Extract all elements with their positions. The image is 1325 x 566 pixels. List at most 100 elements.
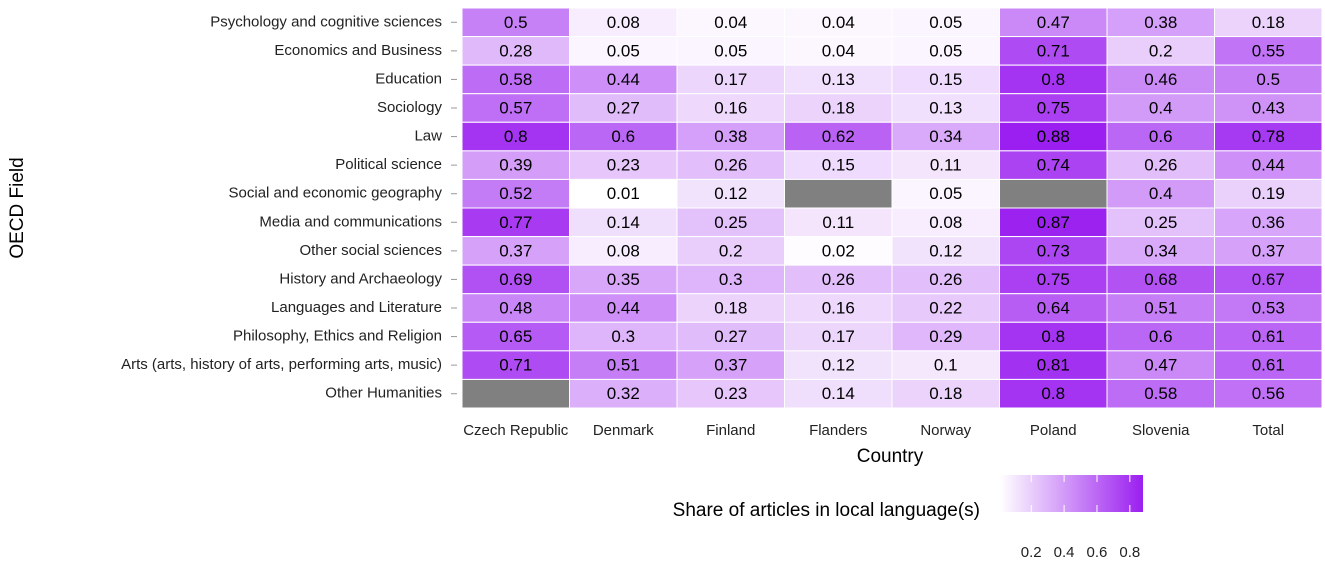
cell [676, 321, 785, 352]
x-tick-label: Slovenia [1132, 422, 1190, 439]
cell-label: 0.32 [607, 384, 640, 403]
cell [999, 36, 1108, 66]
cell-label: 0.18 [822, 98, 855, 117]
cell-label: 0.12 [822, 356, 855, 375]
cell-label: 0.56 [1252, 384, 1285, 403]
cell [676, 64, 785, 95]
cell-label: 0.17 [714, 70, 747, 89]
cell [569, 378, 678, 409]
cell [676, 93, 785, 123]
cell-label: 0.8 [504, 127, 528, 146]
cell-label: 0.08 [607, 241, 640, 260]
cell [1214, 378, 1323, 409]
cell-label: 0.37 [714, 356, 747, 375]
cell [1106, 150, 1215, 180]
y-tick-label: Arts (arts, history of arts, performing … [121, 356, 442, 373]
cell-label: 0.04 [822, 13, 855, 32]
legend-title: Share of articles in local language(s) [673, 500, 980, 521]
cell-label: 0.75 [1037, 270, 1070, 289]
cell-label: 0.64 [1037, 298, 1070, 317]
cell-label: 0.47 [1144, 356, 1177, 375]
cell-label: 0.78 [1252, 127, 1285, 146]
cell-label: 0.26 [1144, 156, 1177, 175]
cell [891, 378, 1000, 409]
cell-label: 0.19 [1252, 184, 1285, 203]
cell [461, 236, 570, 266]
cell-label: 0.55 [1252, 41, 1285, 60]
cell-label: 0.6 [611, 127, 635, 146]
cell-label: 0.11 [822, 213, 854, 232]
cell [1214, 7, 1323, 38]
cell-label: 0.39 [499, 156, 532, 175]
cell [569, 64, 678, 95]
cell-label: 0.14 [607, 213, 640, 232]
cell [891, 207, 1000, 238]
cell-label: 0.26 [822, 270, 855, 289]
cell-label: 0.65 [499, 327, 532, 346]
cell-label: 0.4 [1149, 184, 1173, 203]
cell [676, 350, 785, 380]
cell-label: 0.05 [929, 13, 962, 32]
cell [784, 236, 893, 266]
cell-label: 0.05 [714, 41, 747, 60]
cell-label: 0.67 [1252, 270, 1285, 289]
cell [1214, 150, 1323, 180]
cell [1106, 93, 1215, 123]
cell [999, 321, 1108, 352]
y-tick-label: Media and communications [259, 213, 442, 230]
cell-label: 0.37 [1252, 241, 1285, 260]
cell [1106, 350, 1215, 380]
cell [676, 207, 785, 238]
cell-label: 0.27 [607, 98, 640, 117]
x-tick-label: Denmark [593, 422, 654, 439]
cell-label: 0.18 [1252, 13, 1285, 32]
cell [1106, 378, 1215, 409]
cell-label: 0.69 [499, 270, 532, 289]
cell-label: 0.34 [929, 127, 962, 146]
cell-label: 0.18 [929, 384, 962, 403]
cell-label: 0.38 [1144, 13, 1177, 32]
cell-label: 0.53 [1252, 298, 1285, 317]
cell [999, 236, 1108, 266]
cell [999, 178, 1108, 209]
cell-label: 0.36 [1252, 213, 1285, 232]
cell-label: 0.34 [1144, 241, 1177, 260]
cell-label: 0.6 [1149, 127, 1173, 146]
cell [461, 150, 570, 180]
color-bar-label: 0.4 [1054, 544, 1075, 561]
cell [784, 93, 893, 123]
cell-label: 0.16 [714, 98, 747, 117]
cell [999, 64, 1108, 95]
cell-label: 0.25 [1144, 213, 1177, 232]
y-tick-label: Social and economic geography [229, 185, 443, 202]
cell-label: 0.16 [822, 298, 855, 317]
y-tick-label: Languages and Literature [271, 299, 442, 316]
cell-label: 0.75 [1037, 98, 1070, 117]
y-tick-label: Other Humanities [325, 385, 442, 402]
cell-label: 0.62 [822, 127, 855, 146]
y-axis-label: OECD Field [7, 157, 28, 258]
cell-label: 0.58 [499, 70, 532, 89]
cell-label: 0.05 [607, 41, 640, 60]
cell-label: 0.17 [822, 327, 855, 346]
cell [1106, 178, 1215, 209]
cell-label: 0.37 [499, 241, 532, 260]
cell-label: 0.71 [1037, 41, 1070, 60]
cell-label: 0.08 [929, 213, 962, 232]
cell [461, 178, 570, 209]
cell [569, 7, 678, 38]
cell-label: 0.77 [499, 213, 532, 232]
cell [891, 64, 1000, 95]
cell-label: 0.57 [499, 98, 532, 117]
cell-label: 0.3 [719, 270, 743, 289]
cell-label: 0.44 [607, 298, 640, 317]
y-tick-label: Law [414, 128, 442, 145]
cell [1106, 64, 1215, 95]
y-tick-label: Philosophy, Ethics and Religion [233, 328, 442, 345]
cell-label: 0.71 [499, 356, 532, 375]
cell-label: 0.13 [822, 70, 855, 89]
cell-label: 0.27 [714, 327, 747, 346]
cell [676, 121, 785, 152]
cell-label: 0.8 [1041, 327, 1065, 346]
cell [569, 264, 678, 295]
